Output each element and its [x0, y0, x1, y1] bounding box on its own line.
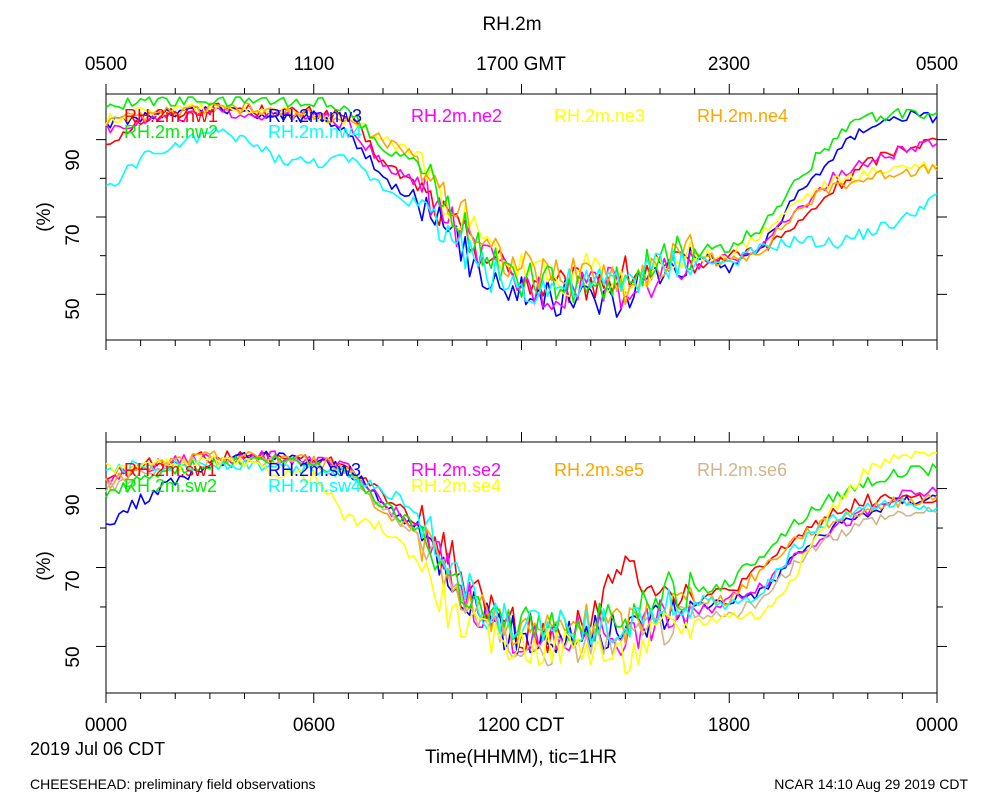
footer-left: CHEESEHEAD: preliminary field observatio… — [30, 776, 316, 792]
legend-label: RH.2m.se6 — [697, 460, 787, 480]
y-tick-label: 50 — [63, 298, 84, 319]
lower-y-tick-labels: 50 70 90 — [63, 494, 84, 667]
top-tick-label: 1700 GMT — [476, 54, 566, 75]
top-tick-label: 0500 — [916, 54, 958, 75]
legend-label: RH.2m.nw3 — [268, 106, 362, 126]
y-tick-label: 50 — [63, 646, 84, 667]
series-line-rh-2m-ne4 — [105, 102, 938, 306]
lower-axis-ticks — [96, 432, 947, 703]
upper-y-axis-label: (%) — [34, 202, 55, 232]
legend-label: RH.2m.sw4 — [268, 476, 361, 496]
lower-legend: RH.2m.sw1 RH.2m.sw3 RH.2m.se2 RH.2m.se5 … — [124, 460, 787, 496]
series-line-rh-2m-nw4 — [105, 127, 938, 304]
legend-label: RH.2m.sw3 — [268, 460, 361, 480]
bottom-tick-label: 1800 — [708, 715, 750, 736]
date-label: 2019 Jul 06 CDT — [30, 739, 165, 759]
chart-title: RH.2m — [482, 14, 541, 35]
y-tick-label: 90 — [63, 494, 84, 515]
upper-legend: RH.2m.nw1 RH.2m.nw3 RH.2m.ne2 RH.2m.ne3 … — [124, 106, 788, 142]
y-tick-label: 70 — [63, 224, 84, 245]
top-axis-tick-labels: 0500 1100 1700 GMT 2300 0500 — [85, 54, 958, 75]
series-line-rh-2m-nw2 — [105, 96, 938, 304]
series-line-rh-2m-sw2 — [105, 454, 938, 644]
legend-label: RH.2m.ne2 — [411, 106, 502, 126]
lower-rh-panel: (%) 50 70 90 RH.2m.sw1 RH.2m.sw3 RH.2m.s… — [34, 432, 947, 703]
legend-label: RH.2m.nw2 — [124, 122, 218, 142]
top-tick-label: 0500 — [85, 54, 127, 75]
legend-label: RH.2m.ne4 — [697, 106, 788, 126]
x-axis-label: Time(HHMM), tic=1HR — [425, 747, 617, 768]
legend-label: RH.2m.ne3 — [554, 106, 645, 126]
legend-label: RH.2m.nw4 — [268, 122, 362, 142]
upper-y-tick-labels: 50 70 90 — [63, 149, 84, 319]
y-tick-label: 70 — [63, 570, 84, 591]
footer-right: NCAR 14:10 Aug 29 2019 CDT — [774, 776, 968, 792]
upper-plot-frame — [105, 93, 938, 341]
y-tick-label: 90 — [63, 149, 84, 170]
upper-axis-ticks — [96, 84, 947, 350]
lower-series-lines — [105, 450, 938, 675]
legend-label: RH.2m.se4 — [411, 476, 501, 496]
upper-rh-panel: (%) 50 70 90 RH.2m.nw1 RH.2m.nw3 RH.2m.n… — [34, 84, 947, 350]
legend-label: RH.2m.nw1 — [124, 106, 218, 126]
upper-series-lines — [105, 96, 938, 318]
bottom-tick-label: 0600 — [293, 715, 335, 736]
series-line-rh-2m-se5 — [105, 450, 938, 646]
series-line-rh-2m-ne3 — [105, 103, 938, 298]
bottom-tick-label: 0000 — [85, 715, 127, 736]
bottom-tick-label: 1200 CDT — [478, 715, 565, 736]
legend-label: RH.2m.se5 — [554, 460, 644, 480]
series-line-rh-2m-se4 — [105, 450, 938, 675]
bottom-axis-tick-labels: 0000 0600 1200 CDT 1800 0000 — [85, 715, 958, 736]
lower-y-axis-label: (%) — [34, 551, 55, 581]
top-tick-label: 2300 — [708, 54, 750, 75]
series-line-rh-2m-sw1 — [105, 450, 938, 654]
legend-label: RH.2m.se2 — [411, 460, 501, 480]
bottom-tick-label: 0000 — [916, 715, 958, 736]
top-tick-label: 1100 — [294, 54, 335, 75]
legend-label: RH.2m.sw2 — [124, 476, 217, 496]
legend-label: RH.2m.sw1 — [124, 460, 217, 480]
series-line-rh-2m-nw3 — [105, 104, 938, 318]
